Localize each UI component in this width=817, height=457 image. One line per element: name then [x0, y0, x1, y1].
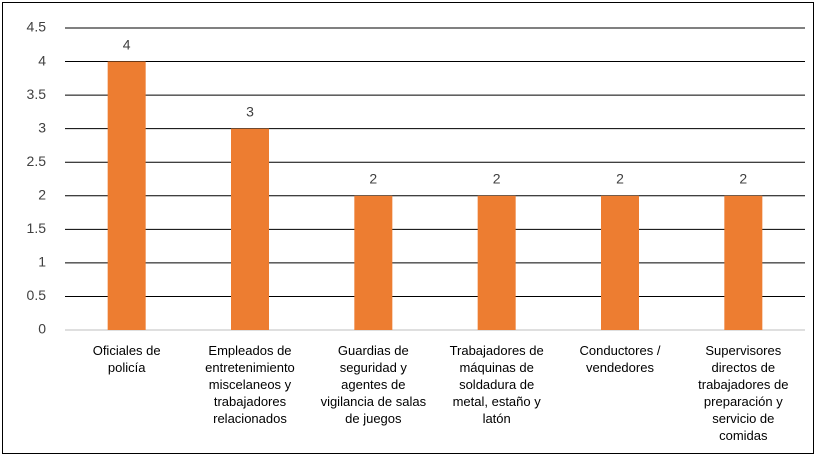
x-tick-label: Empleados de entretenimiento miscelaneos…: [205, 343, 295, 426]
x-tick-label: Guardias de seguridad y agentes de vigil…: [320, 343, 427, 426]
data-label: 2: [739, 170, 747, 186]
x-tick-label: Trabajadores de máquinas de soldadura de…: [449, 343, 544, 426]
y-tick-label: 0.5: [27, 287, 47, 303]
bar: [724, 195, 763, 330]
x-tick-label: Oficiales de policía: [92, 343, 161, 375]
y-tick-label: 2.5: [27, 153, 47, 169]
y-tick-label: 1.5: [27, 220, 47, 236]
y-tick-label: 3: [38, 119, 46, 135]
bar: [601, 195, 639, 330]
data-label: 3: [246, 103, 254, 119]
data-label: 2: [369, 170, 377, 186]
data-label: 2: [493, 170, 501, 186]
x-tick-label: Conductores / vendedores: [579, 343, 661, 375]
y-tick-label: 4.5: [27, 19, 47, 35]
bar: [107, 61, 146, 331]
y-tick-label: 3.5: [27, 86, 47, 102]
y-tick-label: 4: [38, 52, 46, 68]
y-tick-label: 1: [38, 254, 46, 270]
y-tick-label: 0: [38, 321, 46, 337]
bar: [231, 128, 269, 330]
y-tick-label: 2: [38, 186, 46, 202]
bar: [354, 195, 393, 330]
x-tick-label: Supervisores directos de trabajadores de…: [698, 343, 789, 443]
data-label: 4: [123, 36, 131, 52]
bar: [477, 195, 516, 330]
data-label: 2: [616, 170, 624, 186]
